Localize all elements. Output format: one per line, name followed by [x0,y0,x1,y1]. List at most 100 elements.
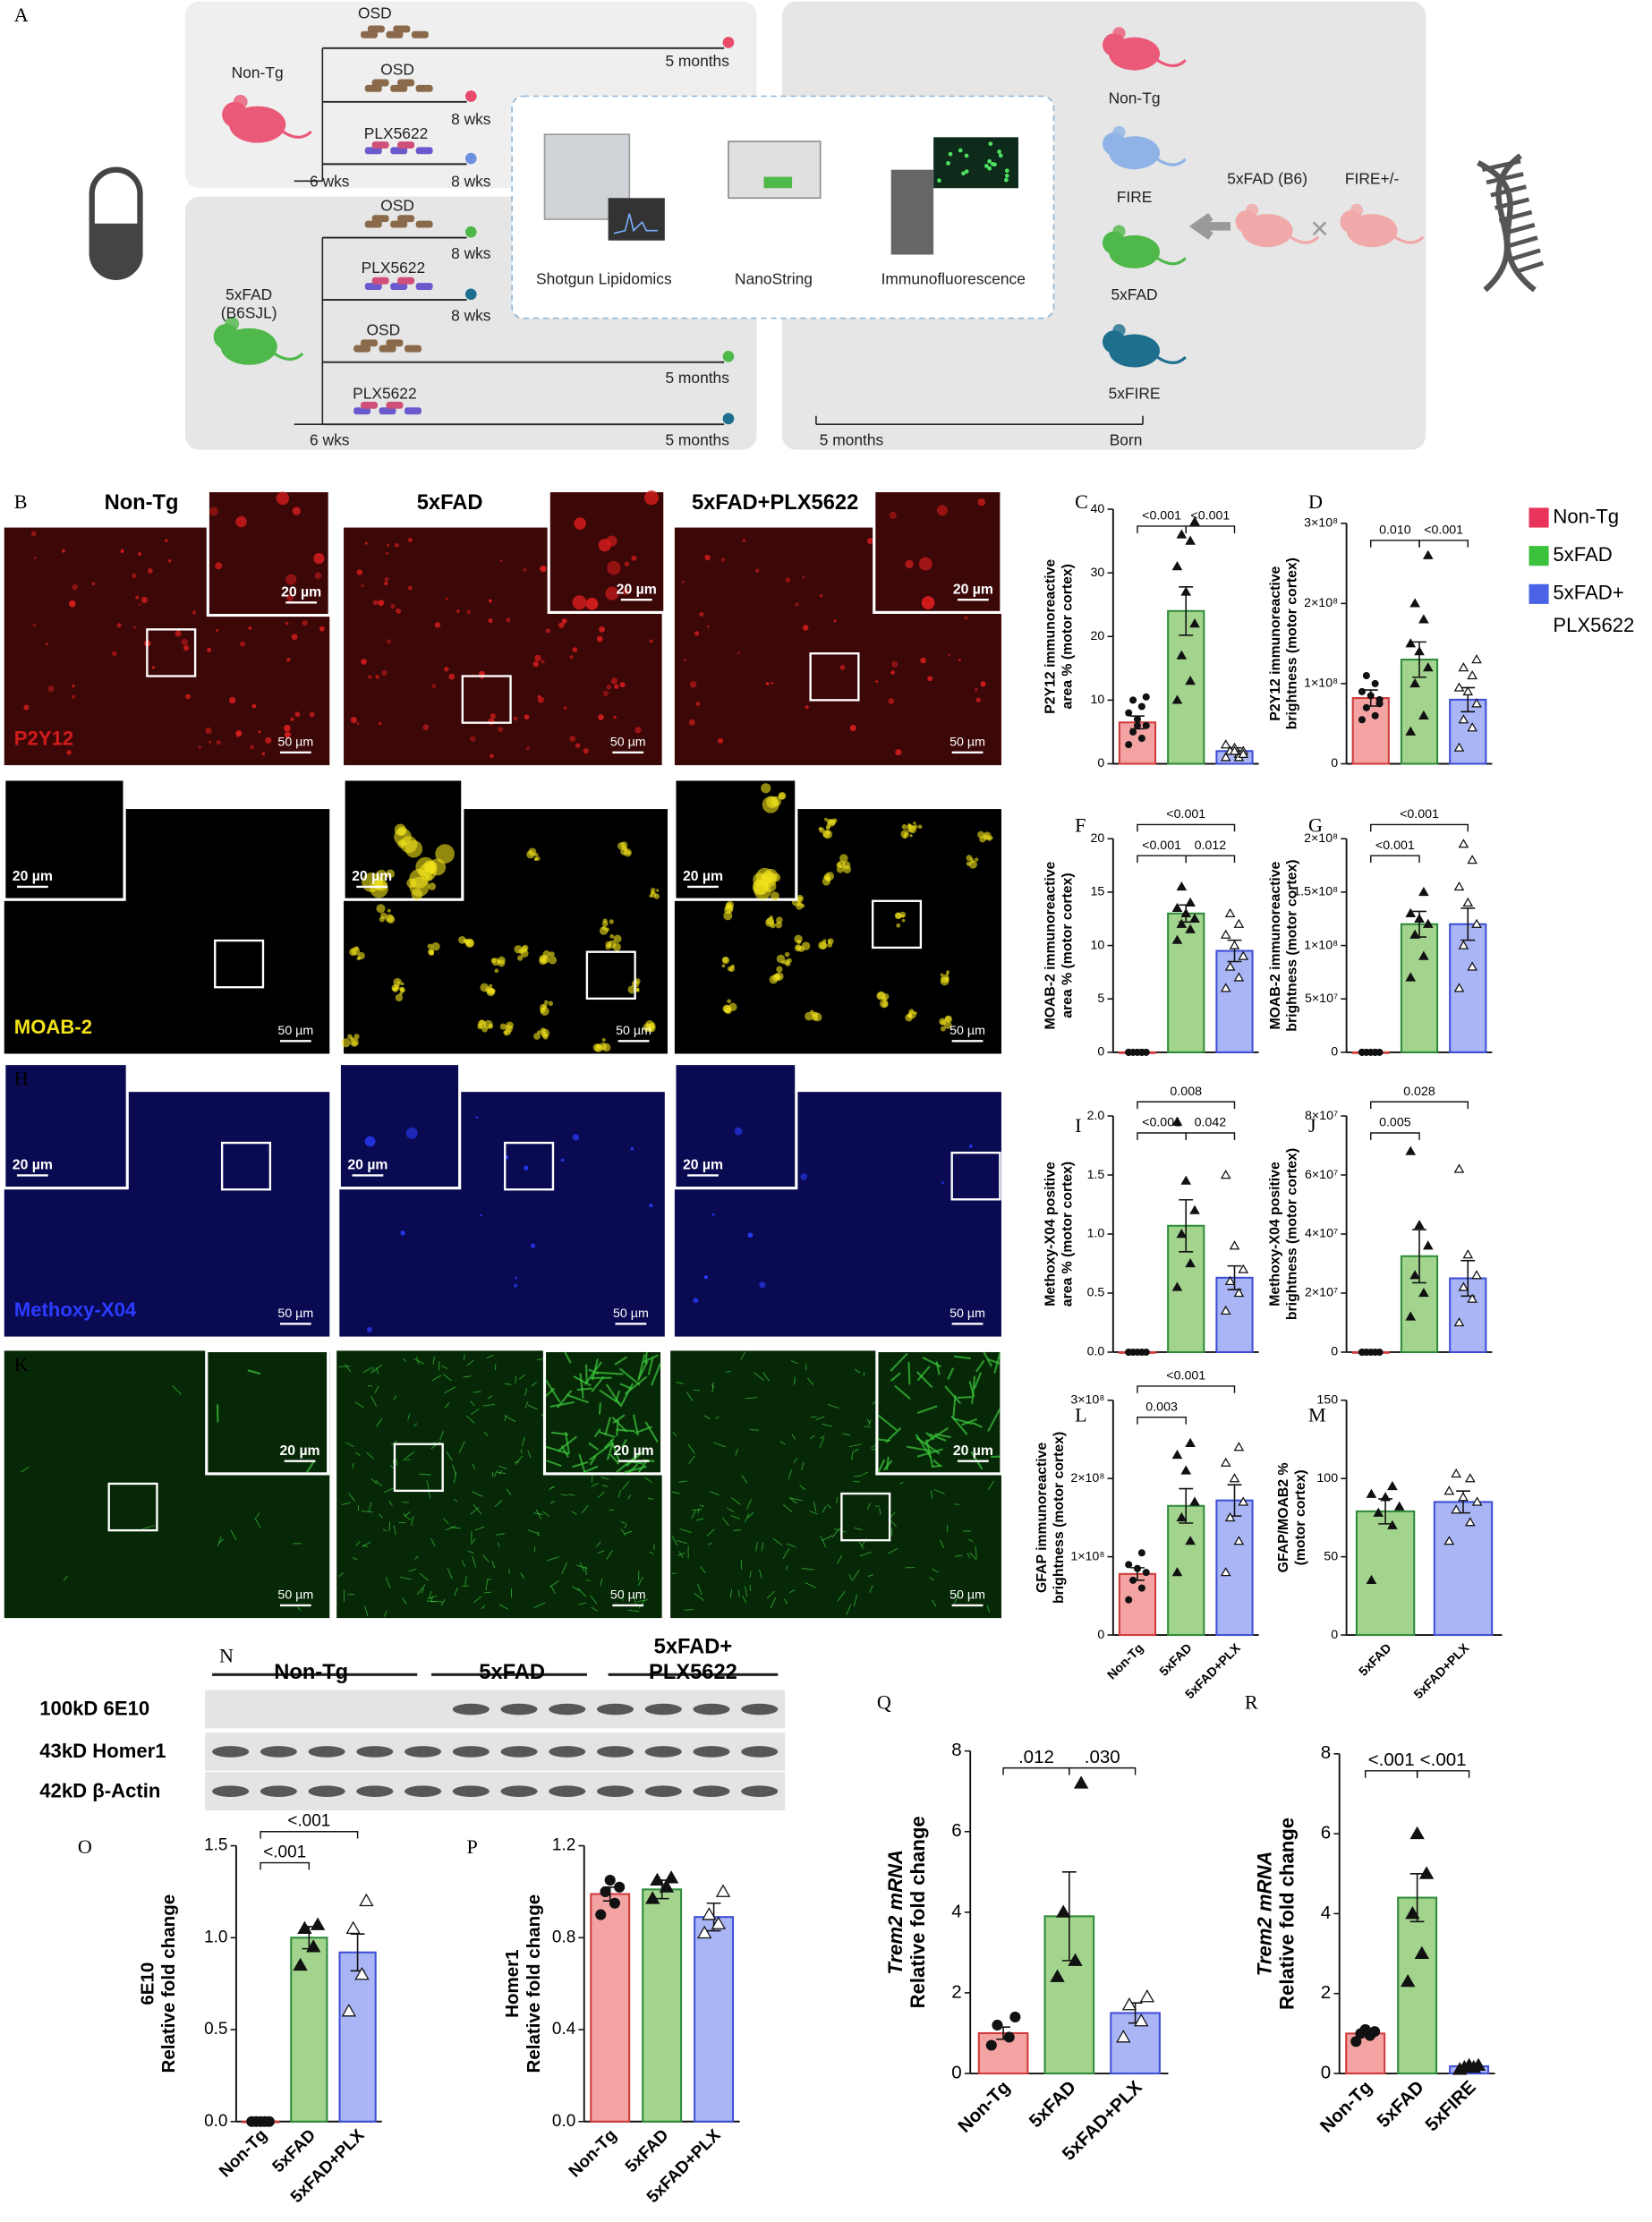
stain-signal [573,1375,592,1387]
data-point [1129,696,1137,704]
stain-signal [778,791,787,800]
schematic-label: 8 wks [451,110,491,128]
diet-icon [404,407,422,415]
data-point [1220,752,1231,762]
diet-icon [411,30,429,38]
stain-signal [802,576,805,579]
stain-signal [607,560,621,575]
stain-signal [572,647,578,652]
data-point [1471,918,1482,928]
scale-label: 20 µm [347,1158,387,1173]
stain-signal [589,1455,597,1466]
stain-signal [247,1369,261,1375]
stain-signal [138,603,141,606]
data-point [1453,881,1465,891]
stain-signal [32,624,36,627]
data-point [1418,886,1429,897]
y-tick-label: 3×10⁸ [1070,1392,1104,1407]
data-point [1422,549,1434,559]
data-point [1462,685,1474,696]
data-point [1393,1501,1405,1511]
data-point [1116,2030,1131,2043]
instrument-icon [998,153,1003,158]
stain-signal [564,1351,572,1364]
stain-signal [497,1471,506,1475]
stain-signal [729,1589,733,1598]
y-tick-label: 0.8 [552,1928,575,1946]
inset [205,1349,330,1476]
stain-signal [560,1158,565,1162]
data-point [1125,1596,1133,1604]
stain-signal [854,1368,861,1374]
stain-signal [809,1511,818,1515]
data-point [1238,1496,1249,1506]
stain-signal [537,694,541,699]
y-tick-label: 2×10⁷ [1305,1286,1338,1300]
stain-signal [198,745,202,749]
diet-icon [390,283,408,291]
stain-signal [408,1568,417,1572]
stain-signal [933,1489,945,1494]
stain-signal [309,711,315,718]
diet-icon [364,147,382,155]
stain-signal [806,1377,814,1385]
blot-band [644,1785,682,1798]
stain-signal [314,572,322,580]
stain-signal [993,1352,1001,1374]
stain-signal [720,558,726,562]
y-axis-label: MOAB-2 immunoreactive [1043,861,1058,1029]
stain-signal [403,1512,407,1519]
data-point [1142,1348,1150,1357]
stain-signal [533,1546,536,1553]
stain-signal [291,634,298,641]
diet-icon [415,147,433,155]
stain-signal [786,1543,796,1548]
stain-signal [379,1513,383,1519]
stain-signal [368,1502,372,1512]
y-tick-label: 8×10⁷ [1305,1109,1338,1123]
y-tick-label: 0.4 [552,2020,575,2039]
stain-signal [527,1529,540,1535]
stain-signal [407,585,413,591]
stain-signal [338,1366,351,1367]
stain-signal [916,1448,943,1458]
stain-signal [470,1506,480,1515]
blot-band [452,1746,490,1758]
y-tick-label: 1.5×10⁸ [1293,885,1338,899]
stain-signal [932,1459,941,1467]
stain-signal [446,1525,456,1531]
stain-signal [354,1452,361,1457]
stain-signal [473,1596,481,1603]
stain-signal [637,1599,649,1603]
stain-signal [794,934,803,944]
data-point [1224,907,1236,917]
stain-signal [851,1452,854,1460]
bar [1167,912,1205,1053]
stain-signal [431,942,440,951]
stain-signal [868,1419,872,1426]
scale-label: 50 µm [610,1588,646,1603]
y-tick-label: 2 [1321,1982,1331,2003]
stain-signal [524,1165,529,1171]
y-tick-label: 20 [1091,831,1105,846]
stain-signal [848,1443,862,1448]
significance-label: <0.001 [1190,509,1230,524]
stain-signal [387,908,391,913]
stain-signal [761,1542,764,1552]
blot-band [693,1785,730,1798]
data-point [1137,1584,1145,1592]
stain-signal [348,1493,356,1502]
stain-signal [411,1516,414,1526]
data-point [1238,748,1249,759]
stain-signal [349,1036,354,1042]
stain-signal [656,889,660,892]
significance-label: 0.010 [1379,523,1411,537]
stain-signal [491,1561,496,1569]
y-tick-label: 2 [951,1981,961,2002]
data-point [1405,1906,1420,1920]
stain-signal [975,697,981,702]
stain-signal [929,1577,934,1581]
diet-icon [390,220,408,228]
stain-signal [474,1526,485,1531]
